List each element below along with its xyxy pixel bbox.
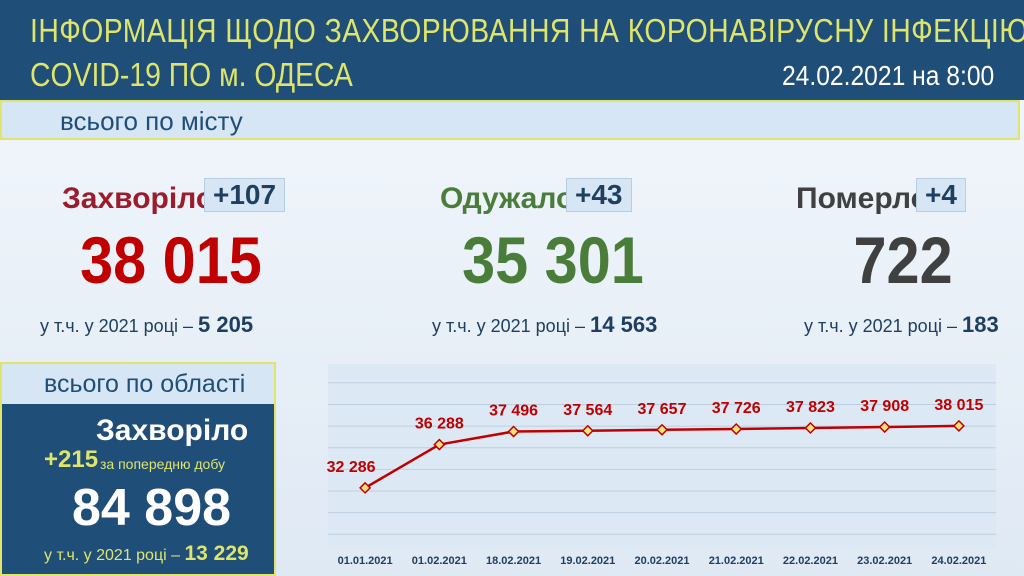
stat-note: у т.ч. у 2021 році – 183	[804, 312, 999, 338]
stat-total: 38 015	[80, 223, 262, 297]
value-label: 37 657	[638, 401, 687, 418]
title: COVID-19 ПО м. ОДЕСА	[30, 56, 353, 93]
region-label: всього по області	[44, 370, 246, 398]
x-tick-label: 24.02.2021	[931, 555, 986, 567]
value-label: 38 015	[934, 397, 983, 414]
point-marker	[581, 424, 594, 437]
stat-total: 35 301	[462, 223, 644, 297]
city-label: всього по місту	[60, 106, 243, 136]
point-marker	[878, 420, 891, 434]
note-value: 14 563	[590, 312, 658, 337]
stat-delta: +4	[916, 178, 966, 212]
point-marker	[507, 425, 520, 438]
point-marker	[433, 438, 446, 451]
value-label: 37 496	[489, 403, 538, 420]
city-band	[0, 100, 1020, 140]
x-tick-label: 01.01.2021	[338, 555, 393, 567]
stat-note: у т.ч. у 2021 році – 5 205	[40, 312, 253, 338]
note-text: у т.ч. у 2021 році –	[44, 547, 181, 564]
value-label: 37 564	[563, 402, 612, 419]
region-title: Захворіло	[96, 414, 249, 447]
value-label: 37 726	[712, 400, 761, 417]
title: ІНФОРМАЦІЯ ЩОДО ЗАХВОРЮВАННЯ НА КОРОНАВІ…	[30, 12, 1024, 49]
value-label: 37 908	[860, 398, 909, 415]
region-note: у т.ч. у 2021 році – 13 229	[44, 542, 249, 566]
note-text: у т.ч. у 2021 році –	[804, 316, 958, 336]
value-label: 37 823	[786, 399, 835, 416]
x-tick-label: 01.02.2021	[412, 555, 467, 567]
chart: 01.01.2021 01.02.2021 18.02.2021 19.02.2021…	[327, 364, 996, 567]
note-text: у т.ч. у 2021 році –	[432, 316, 586, 336]
note-value: 183	[962, 312, 999, 337]
plot-background	[328, 364, 996, 547]
x-tick-label: 19.02.2021	[560, 555, 615, 567]
point-marker	[804, 421, 817, 435]
date: 24.02.2021 на 8:00	[781, 60, 994, 91]
stat-delta: +107	[204, 178, 286, 212]
point-marker	[952, 419, 965, 432]
x-tick-label: 22.02.2021	[783, 555, 838, 567]
region-delta: +215	[44, 446, 99, 473]
note-value: 5 205	[198, 312, 254, 337]
stat-label: Одужало	[440, 182, 575, 215]
note-value: 13 229	[184, 542, 249, 565]
stat-label: Померло	[796, 182, 929, 215]
stat-note: у т.ч. у 2021 році – 14 563	[432, 312, 657, 338]
value-label: 36 288	[415, 416, 464, 433]
stat-total: 722	[853, 223, 953, 297]
point-marker	[730, 422, 743, 436]
note-text: у т.ч. у 2021 році –	[40, 316, 194, 336]
x-tick-label: 21.02.2021	[709, 555, 764, 567]
x-tick-label: 18.02.2021	[486, 555, 541, 567]
region-total: 84 898	[72, 479, 232, 537]
stat-delta: +43	[566, 178, 632, 212]
x-tick-label: 23.02.2021	[857, 555, 912, 567]
region-delta-note: за попередню добу	[100, 456, 226, 472]
point-marker	[359, 481, 372, 494]
stat-label: Захворіло	[62, 182, 215, 215]
header-bar	[0, 0, 1024, 100]
value-label: 32 286	[327, 459, 376, 476]
point-marker	[655, 423, 669, 436]
x-tick-label: 20.02.2021	[634, 555, 689, 567]
region-band	[2, 364, 274, 404]
